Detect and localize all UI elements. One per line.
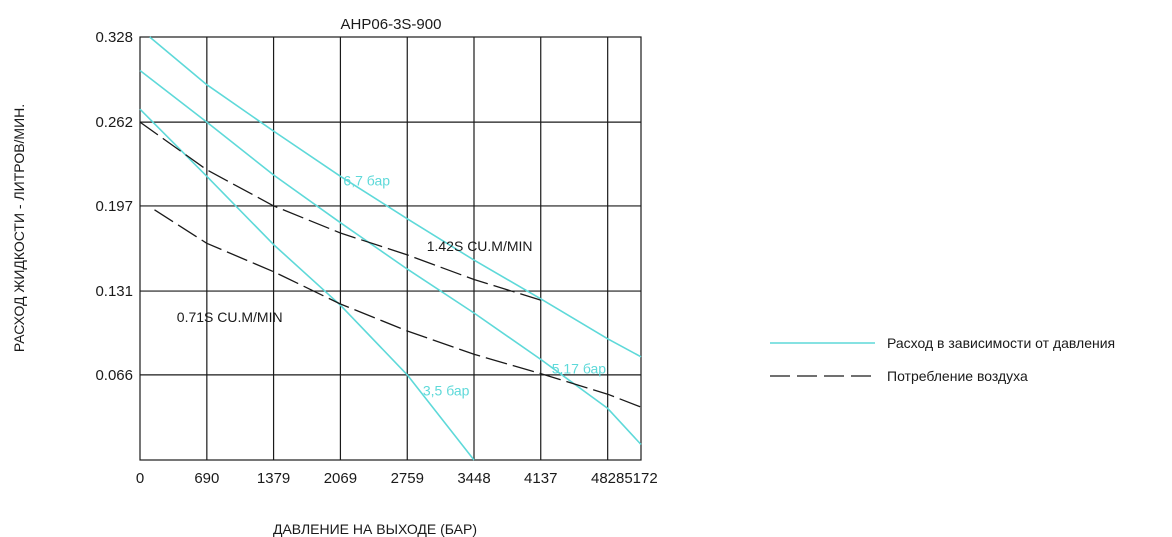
x-tick-label: 0 bbox=[136, 470, 144, 487]
x-tick-label: 4137 bbox=[524, 470, 557, 487]
y-tick-label: 0.066 bbox=[95, 367, 133, 384]
x-tick-labels: 0 690 1379 2069 2759 3448 4137 4828 5172 bbox=[136, 470, 658, 487]
series-layer bbox=[139, 36, 642, 461]
chart-title: AHP06-3S-900 bbox=[341, 16, 442, 33]
air-consumption-line bbox=[154, 209, 642, 408]
y-tick-labels: 0.066 0.131 0.197 0.262 0.328 bbox=[95, 29, 133, 384]
x-tick-label: 3448 bbox=[457, 470, 490, 487]
x-tick-label: 5172 bbox=[624, 470, 657, 487]
flow-pressure-line bbox=[139, 69, 642, 446]
air-consumption-line bbox=[139, 121, 541, 301]
series-annotation: 0.71S CU.M/MIN bbox=[177, 309, 283, 325]
series-annotation: 6,7 бар bbox=[343, 172, 390, 188]
x-tick-label: 2069 bbox=[324, 470, 357, 487]
flow-pressure-line bbox=[149, 36, 642, 358]
series-annotation: 3,5 бар bbox=[423, 383, 470, 399]
series-annotation: 1.42S CU.M/MIN bbox=[427, 238, 533, 254]
x-tick-label: 690 bbox=[194, 470, 219, 487]
plot-frame bbox=[139, 36, 642, 461]
legend: Расход в зависимости от давления Потребле… bbox=[770, 335, 1115, 384]
annotations: 6,7 бар 1.42S CU.M/MIN 0.71S CU.M/MIN 5,17 … bbox=[177, 172, 606, 398]
x-axis-label: ДАВЛЕНИЕ НА ВЫХОДЕ (БАР) bbox=[273, 521, 477, 537]
flow-pressure-line bbox=[139, 108, 475, 461]
legend-label: Расход в зависимости от давления bbox=[887, 335, 1115, 351]
x-tick-label: 1379 bbox=[257, 470, 290, 487]
y-tick-label: 0.131 bbox=[95, 283, 133, 300]
y-tick-label: 0.328 bbox=[95, 29, 133, 46]
x-tick-label: 2759 bbox=[391, 470, 424, 487]
y-axis-label: РАСХОД ЖИДКОСТИ - ЛИТРОВ/МИН. bbox=[11, 104, 27, 352]
y-tick-label: 0.197 bbox=[95, 198, 133, 215]
y-tick-label: 0.262 bbox=[95, 114, 133, 131]
grid bbox=[139, 36, 642, 461]
series-annotation: 5,17 бар bbox=[552, 361, 607, 377]
legend-label: Потребление воздуха bbox=[887, 368, 1028, 384]
x-tick-label: 4828 bbox=[591, 470, 624, 487]
